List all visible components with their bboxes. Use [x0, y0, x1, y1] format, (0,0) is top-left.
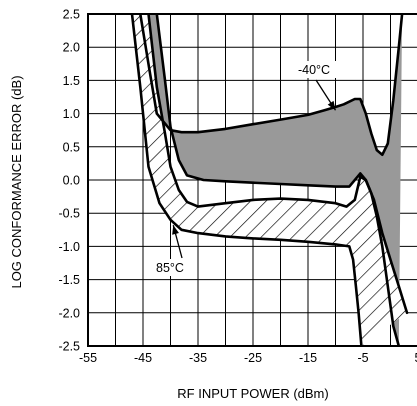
- y-tick-label: 2.5: [63, 8, 80, 22]
- y-tick-label: 1.5: [63, 74, 80, 88]
- x-axis-title: RF INPUT POWER (dBm): [177, 386, 328, 401]
- y-tick-label: 2.0: [63, 41, 80, 55]
- x-tick-label: 5: [415, 351, 417, 365]
- label-minus40c-background: [290, 61, 338, 78]
- y-tick-label: -2.5: [58, 340, 80, 354]
- x-tick-label: -55: [79, 351, 97, 365]
- plot-frame: [87, 13, 417, 347]
- y-tick-label: -1.5: [58, 273, 80, 287]
- y-axis-title: LOG CONFORMANCE ERROR (dB): [9, 75, 24, 288]
- tick-labels: 2.52.01.51.00.50.0-0.5-1.0-1.5-2.0-2.5-5…: [58, 8, 417, 366]
- y-tick-label: 0.0: [63, 174, 80, 188]
- curve-minus40c-upper: [139, 14, 404, 157]
- curve-85c-upper: [147, 14, 409, 315]
- band-fill-85c: [132, 14, 407, 346]
- x-tick-label: -5: [357, 351, 368, 365]
- label-85c-background: [148, 259, 192, 276]
- y-tick-label: 0.5: [63, 140, 80, 154]
- label-85c-arrowhead: [172, 225, 179, 235]
- label-85c: 85°C: [156, 261, 184, 275]
- y-tick-label: 1.0: [63, 107, 80, 121]
- x-tick-label: -25: [244, 351, 262, 365]
- x-tick-label: -45: [134, 351, 152, 365]
- y-tick-label: -0.5: [58, 207, 80, 221]
- data-bands: [130, 14, 409, 346]
- curve-85c-lower: [130, 14, 363, 346]
- y-tick-label: -1.0: [58, 240, 80, 254]
- x-tick-label: -35: [189, 351, 207, 365]
- x-tick-label: -15: [299, 351, 317, 365]
- y-tick-label: -2.0: [58, 306, 80, 320]
- label-minus40c-arrowhead: [327, 100, 336, 111]
- annotations: -40°C 85°C: [148, 61, 338, 276]
- band-fill-minus40c: [140, 14, 403, 346]
- label-minus40c: -40°C: [298, 63, 330, 77]
- curve-minus40c-lower: [155, 14, 401, 346]
